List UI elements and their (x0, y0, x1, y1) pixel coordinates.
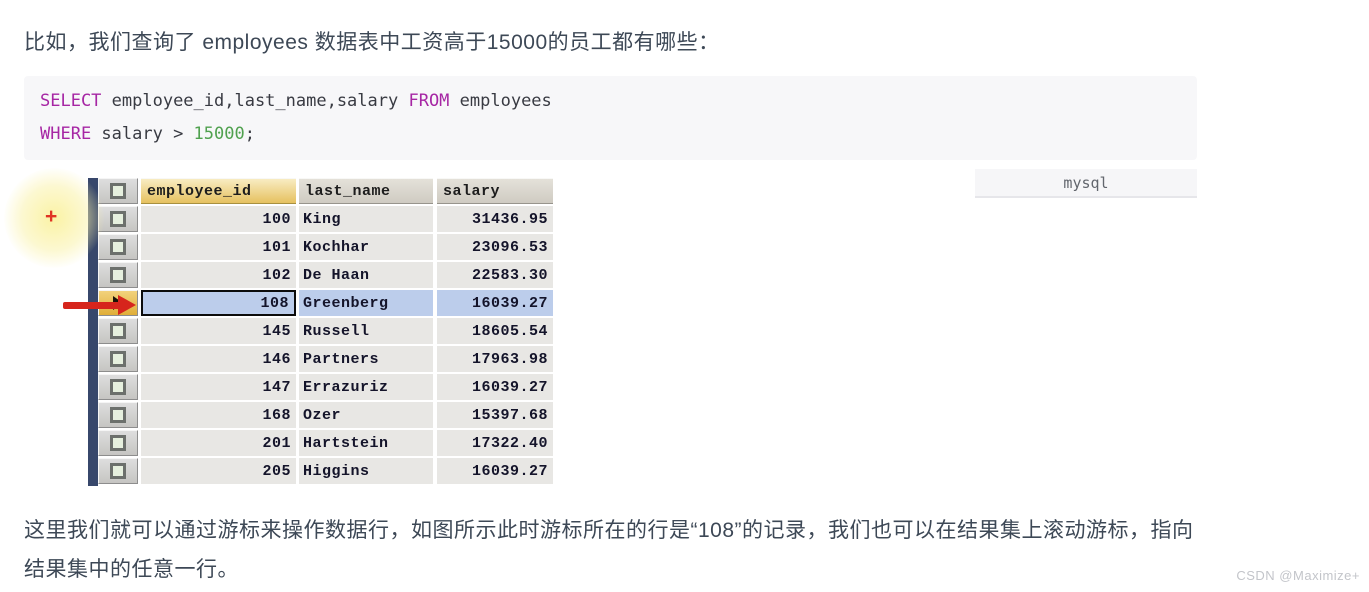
cell-employee-id: 101 (141, 234, 296, 260)
table-row: 101 Kochhar 23096.53 (98, 234, 553, 260)
cell-last-name: King (299, 206, 433, 232)
table-row-selected: 108 Greenberg 16039.27 (98, 290, 553, 316)
cell-salary: 16039.27 (437, 458, 553, 484)
checkbox-icon (110, 211, 126, 227)
checkbox-icon (110, 435, 126, 451)
cell-last-name: Partners (299, 346, 433, 372)
code-token-keyword: SELECT (40, 91, 102, 111)
table-row: 145 Russell 18605.54 (98, 318, 553, 344)
table-left-bar (88, 178, 98, 486)
checkbox-icon (110, 463, 126, 479)
checkbox-icon (110, 323, 126, 339)
cell-last-name: Russell (299, 318, 433, 344)
csdn-watermark: CSDN @Maximize+ (1236, 568, 1360, 583)
cell-employee-id: 108 (141, 290, 296, 316)
code-token-plain: ; (244, 124, 255, 144)
row-checkbox-cell (98, 346, 138, 372)
cell-last-name: De Haan (299, 262, 433, 288)
code-language-label: mysql (975, 169, 1197, 198)
cell-salary: 17322.40 (437, 430, 553, 456)
table-row: 102 De Haan 22583.30 (98, 262, 553, 288)
row-checkbox-cell (98, 206, 138, 232)
cell-salary: 17963.98 (437, 346, 553, 372)
row-checkbox-cell (98, 262, 138, 288)
cell-employee-id: 100 (141, 206, 296, 232)
cell-employee-id: 168 (141, 402, 296, 428)
header-cell-employee-id: employee_id (141, 178, 296, 204)
checkbox-icon (110, 351, 126, 367)
row-checkbox-cell (98, 374, 138, 400)
code-language-label-text: mysql (1063, 173, 1109, 192)
cell-salary: 18605.54 (437, 318, 553, 344)
code-block: SELECT employee_id,last_name,salary FROM… (24, 76, 1197, 160)
cell-employee-id: 205 (141, 458, 296, 484)
cell-salary: 22583.30 (437, 262, 553, 288)
checkbox-icon (110, 379, 126, 395)
cell-employee-id: 201 (141, 430, 296, 456)
table-row: 100 King 31436.95 (98, 206, 553, 232)
cell-last-name: Kochhar (299, 234, 433, 260)
checkbox-icon (110, 183, 126, 199)
cell-salary: 16039.27 (437, 290, 553, 316)
code-token-plain: employees (449, 91, 552, 111)
checkbox-icon (110, 407, 126, 423)
row-checkbox-cell (98, 234, 138, 260)
header-cell-salary: salary (437, 178, 553, 204)
row-checkbox-cell (98, 318, 138, 344)
row-checkbox-cell (98, 430, 138, 456)
table-row: 201 Hartstein 17322.40 (98, 430, 553, 456)
table-row: 147 Errazuriz 16039.27 (98, 374, 553, 400)
red-arrow-annotation (63, 302, 120, 309)
cell-salary: 16039.27 (437, 374, 553, 400)
table-header-row: employee_id last_name salary (98, 178, 553, 204)
code-token-keyword: WHERE (40, 124, 92, 144)
cell-employee-id: 145 (141, 318, 296, 344)
checkbox-icon (110, 239, 126, 255)
code-line: WHERE salary > 15000; (40, 118, 1181, 151)
header-checkbox-cell (98, 178, 138, 204)
code-token-plain: salary > (91, 124, 194, 144)
code-token-keyword: FROM (408, 91, 450, 111)
code-line: SELECT employee_id,last_name,salary FROM… (40, 85, 1181, 118)
intro-paragraph: 比如，我们查询了 employees 数据表中工资高于15000的员工都有哪些： (24, 31, 720, 54)
cell-employee-id: 146 (141, 346, 296, 372)
cell-last-name: Errazuriz (299, 374, 433, 400)
footer-paragraph: 这里我们就可以通过游标来操作数据行，如图所示此时游标所在的行是“108”的记录，… (24, 519, 1194, 581)
cell-salary: 15397.68 (437, 402, 553, 428)
cursor-plus-marker: + (45, 205, 58, 228)
header-cell-last-name: last_name (299, 178, 433, 204)
cell-salary: 23096.53 (437, 234, 553, 260)
table-row: 146 Partners 17963.98 (98, 346, 553, 372)
cell-salary: 31436.95 (437, 206, 553, 232)
cell-last-name: Ozer (299, 402, 433, 428)
cell-last-name: Higgins (299, 458, 433, 484)
checkbox-icon (110, 267, 126, 283)
cell-employee-id: 147 (141, 374, 296, 400)
table-row: 168 Ozer 15397.68 (98, 402, 553, 428)
cell-last-name: Greenberg (299, 290, 433, 316)
row-checkbox-cell (98, 402, 138, 428)
row-checkbox-cell (98, 458, 138, 484)
code-token-plain: employee_id,last_name,salary (101, 91, 409, 111)
table-row: 205 Higgins 16039.27 (98, 458, 553, 484)
cell-employee-id: 102 (141, 262, 296, 288)
result-table-image: employee_id last_name salary 100 King 31436.9… (88, 178, 553, 490)
cell-last-name: Hartstein (299, 430, 433, 456)
code-token-number: 15000 (193, 124, 245, 144)
red-arrow-head (118, 295, 136, 315)
